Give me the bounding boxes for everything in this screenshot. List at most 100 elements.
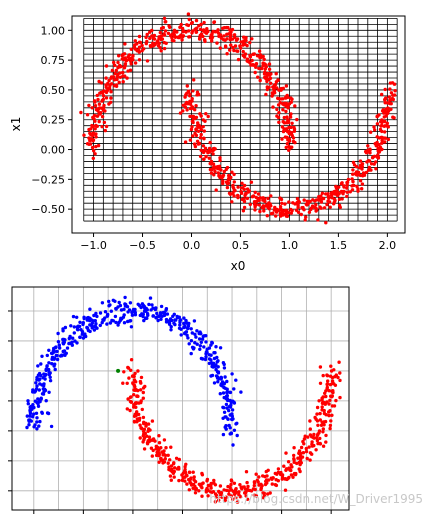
data-point bbox=[257, 66, 261, 71]
data-point bbox=[194, 30, 198, 34]
data-point-upper-moon bbox=[205, 347, 209, 351]
data-point-lower-moon bbox=[306, 435, 310, 439]
data-point bbox=[250, 37, 254, 41]
data-point bbox=[191, 89, 195, 93]
data-point-upper-moon bbox=[221, 432, 226, 437]
data-point-upper-moon bbox=[138, 313, 142, 318]
data-point-lower-moon bbox=[292, 460, 296, 464]
data-point-lower-moon bbox=[314, 448, 318, 452]
data-point bbox=[179, 22, 183, 27]
data-point-lower-moon bbox=[338, 395, 342, 400]
data-point-upper-moon bbox=[56, 340, 61, 344]
top-chart-points bbox=[79, 12, 397, 225]
data-point-lower-moon bbox=[321, 420, 326, 424]
data-point-lower-moon bbox=[327, 389, 331, 393]
data-point-upper-moon bbox=[31, 415, 35, 419]
data-point-lower-moon bbox=[125, 381, 129, 385]
data-point-upper-moon bbox=[200, 337, 205, 341]
data-point bbox=[295, 117, 299, 122]
data-point bbox=[208, 149, 212, 153]
data-point-upper-moon bbox=[57, 343, 61, 347]
data-point bbox=[231, 45, 235, 50]
data-point-upper-moon bbox=[169, 325, 173, 329]
data-point-lower-moon bbox=[332, 368, 336, 372]
data-point-upper-moon bbox=[27, 423, 31, 427]
data-point bbox=[94, 107, 99, 112]
data-point bbox=[169, 34, 173, 38]
data-point bbox=[240, 191, 244, 195]
data-point-lower-moon bbox=[183, 465, 187, 469]
data-point bbox=[135, 49, 139, 53]
data-point bbox=[384, 114, 388, 118]
data-point bbox=[262, 72, 267, 76]
data-point-upper-moon bbox=[167, 321, 172, 325]
data-point bbox=[120, 57, 125, 61]
data-point bbox=[265, 214, 269, 218]
data-point-lower-moon bbox=[324, 440, 328, 444]
data-point-upper-moon bbox=[34, 387, 39, 391]
data-point bbox=[150, 34, 154, 38]
data-point-upper-moon bbox=[38, 419, 42, 424]
data-point bbox=[290, 121, 294, 126]
data-point-upper-moon bbox=[225, 379, 229, 384]
data-point bbox=[231, 185, 235, 189]
data-point-upper-moon bbox=[38, 382, 42, 386]
data-point-upper-moon bbox=[61, 327, 65, 331]
data-point bbox=[282, 115, 286, 120]
data-point bbox=[289, 96, 293, 100]
data-point bbox=[198, 136, 203, 140]
data-point-upper-moon bbox=[190, 331, 194, 335]
data-point-lower-moon bbox=[318, 436, 322, 441]
data-point bbox=[132, 45, 137, 49]
data-point bbox=[390, 81, 395, 85]
data-point bbox=[91, 156, 96, 160]
data-point bbox=[90, 132, 94, 136]
data-point-lower-moon bbox=[135, 420, 139, 424]
data-point bbox=[185, 84, 189, 88]
top-chart-x-ticks: −1.0 −0.5 0.0 0.5 1.0 1.5 2.0 bbox=[80, 233, 396, 252]
data-point-upper-moon bbox=[32, 405, 36, 410]
data-point bbox=[218, 158, 222, 163]
data-point bbox=[213, 169, 217, 174]
data-point bbox=[224, 45, 228, 49]
data-point bbox=[215, 165, 220, 169]
data-point bbox=[366, 168, 371, 172]
data-point-lower-moon bbox=[284, 467, 289, 471]
data-point bbox=[366, 159, 371, 163]
data-point-upper-moon bbox=[88, 307, 92, 311]
data-point-lower-moon bbox=[283, 488, 288, 492]
data-point-lower-moon bbox=[317, 399, 321, 403]
y-tick-label: −0.25 bbox=[31, 173, 65, 186]
data-point-lower-moon bbox=[302, 437, 307, 441]
data-point bbox=[287, 148, 291, 152]
data-point bbox=[374, 167, 378, 171]
data-point-lower-moon bbox=[324, 433, 328, 438]
data-point-lower-moon bbox=[268, 491, 272, 495]
data-point-lower-moon bbox=[330, 379, 335, 383]
data-point-lower-moon bbox=[206, 494, 210, 498]
data-point-upper-moon bbox=[223, 375, 227, 379]
data-point bbox=[253, 70, 257, 75]
data-point bbox=[335, 189, 339, 193]
data-point-lower-moon bbox=[134, 411, 138, 416]
data-point bbox=[272, 208, 277, 212]
data-point-lower-moon bbox=[292, 453, 296, 458]
data-point-lower-moon bbox=[329, 419, 333, 423]
data-point-lower-moon bbox=[189, 476, 193, 480]
data-point bbox=[320, 191, 325, 195]
data-point-lower-moon bbox=[132, 378, 137, 382]
data-point-upper-moon bbox=[80, 330, 85, 334]
data-point-upper-moon bbox=[95, 314, 99, 319]
top-chart-y-ticks: 1.00 0.75 0.50 0.25 0.00 −0.25 −0.50 bbox=[31, 24, 72, 216]
data-point-upper-moon bbox=[88, 323, 92, 327]
data-point-upper-moon bbox=[189, 339, 194, 343]
data-point bbox=[240, 181, 244, 185]
data-point bbox=[267, 62, 272, 66]
data-point bbox=[281, 86, 285, 91]
data-point-upper-moon bbox=[44, 368, 48, 373]
data-point-upper-moon bbox=[204, 355, 208, 359]
data-point-lower-moon bbox=[334, 398, 338, 403]
data-point bbox=[206, 29, 210, 34]
data-point bbox=[190, 114, 194, 119]
data-point-lower-moon bbox=[244, 494, 248, 498]
